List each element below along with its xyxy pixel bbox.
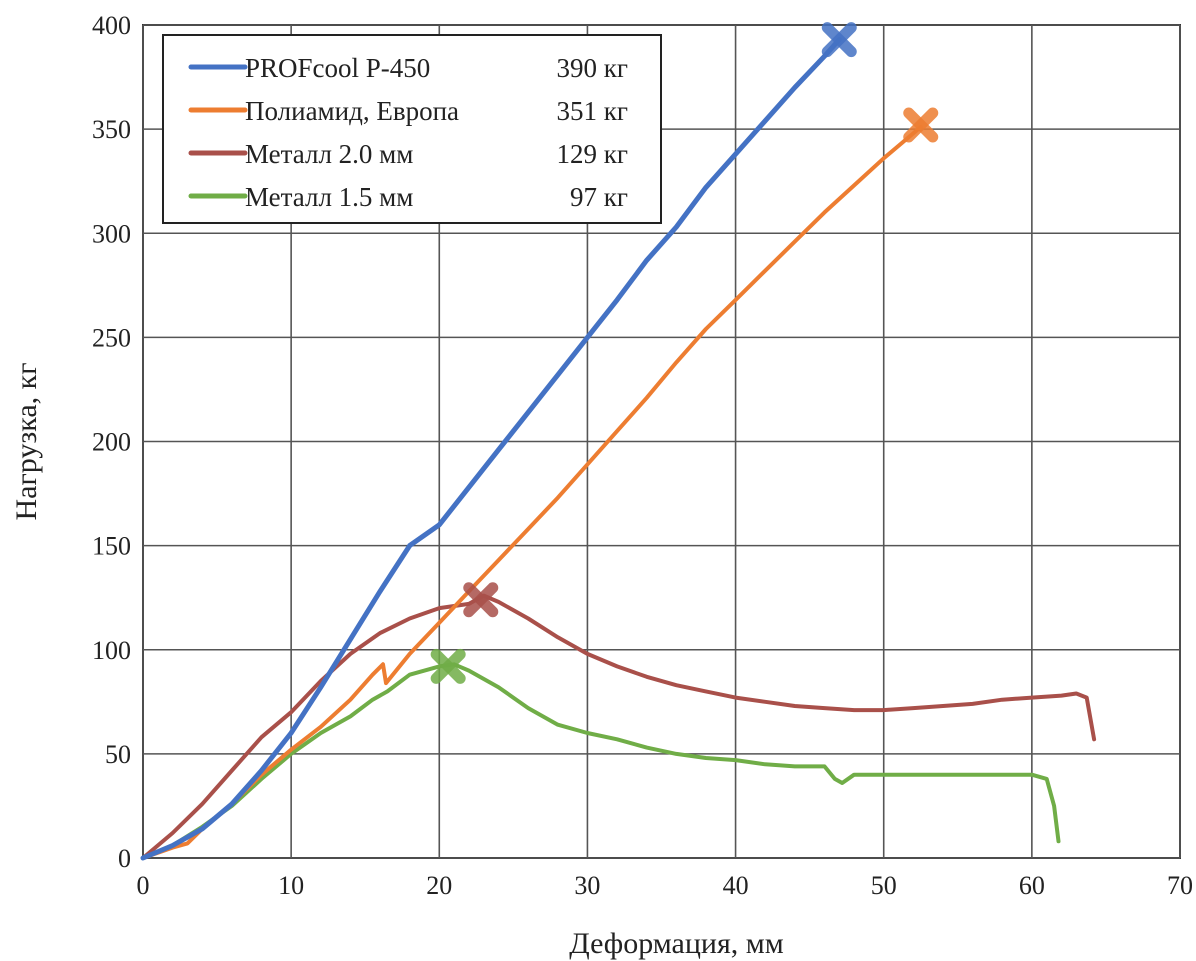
series-marker-3 bbox=[463, 582, 499, 618]
series-line-1 bbox=[140, 37, 842, 861]
y-tick-label: 200 bbox=[92, 428, 131, 457]
legend: PROFcool P-450 390 кг Полиамид, Европа 351 … bbox=[162, 34, 662, 224]
legend-label-3: Металл 2.0 мм bbox=[245, 139, 413, 169]
series-group bbox=[140, 37, 1097, 861]
x-tick-label: 30 bbox=[574, 871, 600, 900]
y-axis-ticks: 0 50 100 150 200 250 300 350 400 bbox=[92, 11, 131, 873]
y-axis-label: Нагрузка, кг bbox=[10, 362, 43, 520]
legend-label-2: Полиамид, Европа bbox=[245, 96, 459, 126]
legend-value-4: 97 кг bbox=[570, 182, 628, 212]
y-tick-label: 300 bbox=[92, 219, 131, 248]
y-tick-label: 350 bbox=[92, 115, 131, 144]
legend-value-3: 129 кг bbox=[557, 139, 628, 169]
markers-group bbox=[430, 22, 939, 684]
x-tick-label: 20 bbox=[426, 871, 452, 900]
series-marker-4 bbox=[430, 648, 466, 684]
y-tick-label: 150 bbox=[92, 532, 131, 561]
y-tick-label: 50 bbox=[105, 740, 131, 769]
series-marker-1 bbox=[821, 22, 857, 58]
x-tick-label: 60 bbox=[1019, 871, 1045, 900]
x-axis-ticks: 0 10 20 30 40 50 60 70 bbox=[137, 871, 1194, 900]
legend-label-1: PROFcool P-450 bbox=[245, 53, 430, 83]
series-line-4 bbox=[141, 662, 1061, 860]
y-tick-label: 0 bbox=[118, 844, 131, 873]
legend-value-1: 390 кг bbox=[557, 53, 628, 83]
legend-label-4: Металл 1.5 мм bbox=[245, 182, 413, 212]
plot-area bbox=[140, 22, 1181, 861]
y-tick-label: 250 bbox=[92, 323, 131, 352]
x-tick-label: 0 bbox=[137, 871, 150, 900]
x-tick-label: 70 bbox=[1167, 871, 1193, 900]
y-tick-label: 100 bbox=[92, 636, 131, 665]
y-tick-label: 400 bbox=[92, 11, 131, 40]
x-tick-label: 50 bbox=[871, 871, 897, 900]
series-marker-2 bbox=[903, 107, 939, 143]
x-tick-label: 40 bbox=[723, 871, 749, 900]
x-axis-label: Деформация, мм bbox=[569, 927, 783, 960]
series-line-3 bbox=[141, 593, 1097, 860]
grid bbox=[142, 24, 1181, 859]
x-tick-label: 10 bbox=[278, 871, 304, 900]
legend-value-2: 351 кг bbox=[557, 96, 628, 126]
